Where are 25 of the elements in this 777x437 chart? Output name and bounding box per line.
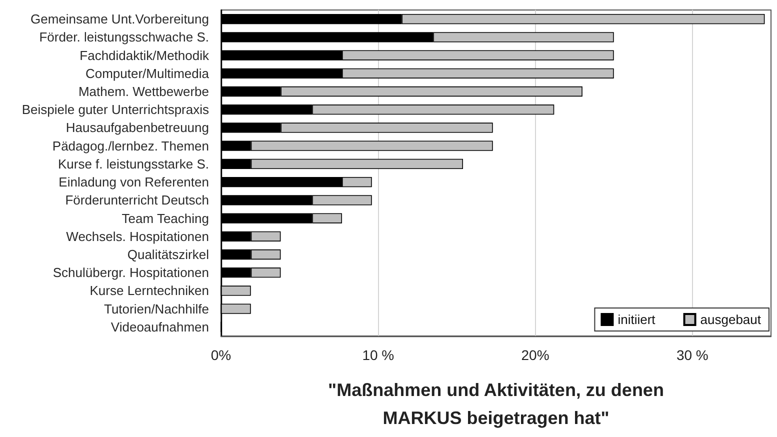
y-tick-label: Gemeinsame Unt.Vorbereitung: [30, 12, 209, 27]
y-tick-label: Pädagog./lernbez. Themen: [52, 138, 209, 154]
y-tick-label: Förder. leistungsschwache S.: [39, 30, 209, 45]
y-tick-label: Qualitätszirkel: [127, 247, 210, 262]
x-tick-label: 20%: [521, 347, 550, 363]
y-tick-label: Wechsels. Hospitationen: [66, 228, 209, 244]
legend-label: ausgebaut: [700, 312, 762, 327]
y-tick-label: Tutorien/Nachhilfe: [104, 301, 209, 316]
x-axis-title: "Maßnahmen und Aktivitäten, zu denen MARKUS beigetragen hat": [328, 380, 664, 428]
y-tick-label: Kurse f. leistungsstarke S.: [58, 156, 209, 172]
x-tick-label: 0%: [210, 347, 232, 363]
y-tick-label: Mathem. Wettbewerbe: [78, 84, 209, 99]
y-tick-label: Computer/Multimedia: [85, 66, 210, 81]
y-tick-label: Fachdidaktik/Methodik: [80, 48, 210, 63]
y-tick-label: Einladung von Referenten: [58, 174, 209, 190]
y-tick-label: Förderunterricht Deutsch: [65, 192, 209, 208]
y-tick-label: Videoaufnahmen: [110, 319, 209, 334]
x-tick-label: 30 %: [676, 347, 708, 363]
y-tick-label: Team Teaching: [122, 210, 209, 226]
y-tick-label: Schulübergr. Hospitationen: [52, 265, 209, 280]
y-tick-label: Kurse Lerntechniken: [90, 283, 209, 298]
y-tick-label: Hausaufgabenbetreuung: [66, 120, 209, 136]
y-tick-label: Beispiele guter Unterrichtspraxis: [22, 102, 210, 118]
x-tick-label: 10 %: [362, 347, 394, 363]
legend-label: initiiert: [618, 312, 656, 327]
